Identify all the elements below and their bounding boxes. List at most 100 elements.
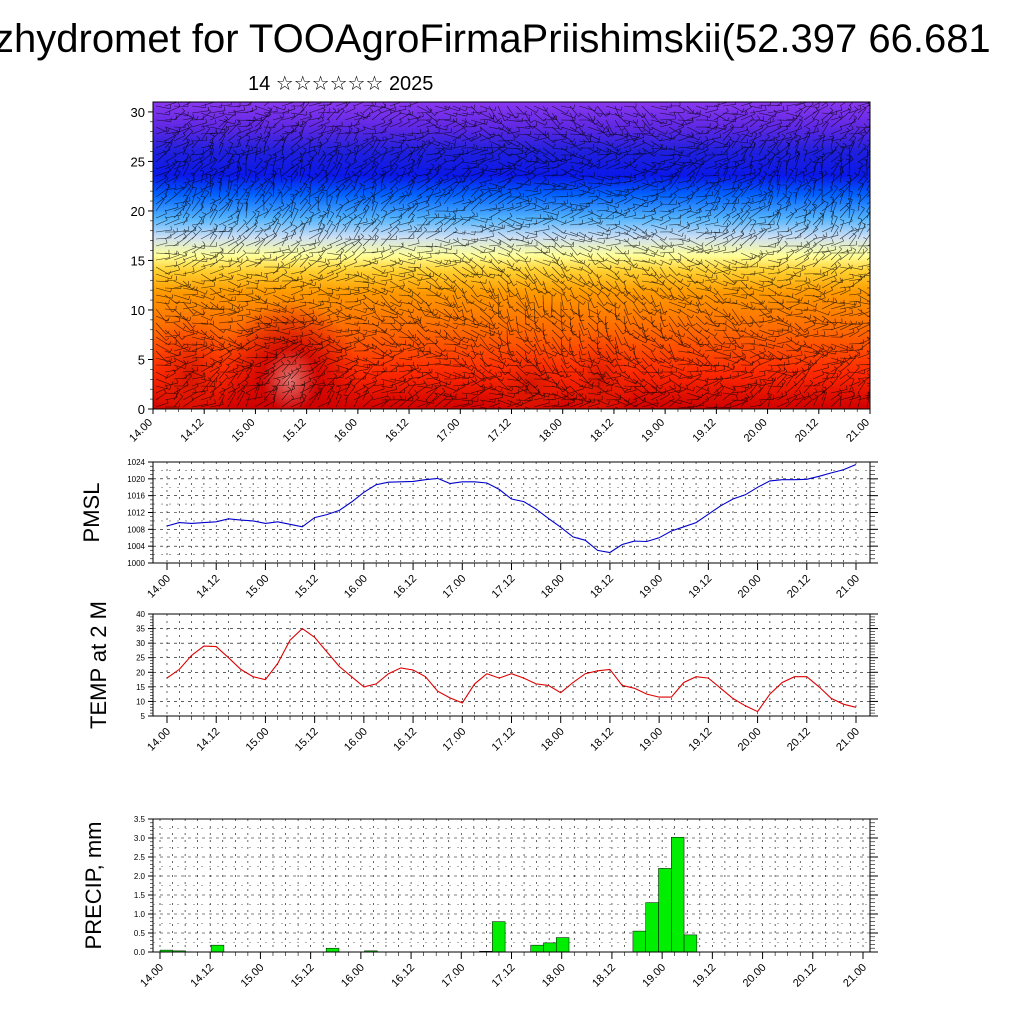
heatmap-x-tick-label: 14.00 xyxy=(127,417,155,445)
heatmap-x-tick-label: 15.12 xyxy=(281,417,309,445)
y-tick-label: 15 xyxy=(136,683,145,692)
x-tick-label: 15.00 xyxy=(239,962,267,990)
x-tick-label: 14.12 xyxy=(188,962,216,990)
y-tick-label: 35 xyxy=(136,625,145,634)
x-tick-label: 16.00 xyxy=(342,573,370,601)
heatmap-x-tick-label: 17.00 xyxy=(434,417,462,445)
precip-bar xyxy=(530,944,544,953)
heatmap-x-tick-label: 18.00 xyxy=(537,417,565,445)
y-tick-label: 10 xyxy=(136,697,145,706)
x-tick-label: 20.12 xyxy=(791,962,819,990)
heatmap-x-tick-label: 18.12 xyxy=(588,417,616,445)
x-tick-label: 15.12 xyxy=(293,573,321,601)
heatmap-x-tick-label: 16.00 xyxy=(332,417,360,445)
y-axis-label: PRECIP, mm xyxy=(81,822,106,950)
x-tick-label: 14.12 xyxy=(194,573,222,601)
x-tick-label: 16.00 xyxy=(339,962,367,990)
x-tick-label: 14.00 xyxy=(145,573,173,601)
x-tick-label: 18.12 xyxy=(588,726,616,754)
page-title: zhydromet for TOOAgroFirmaPriishimskii(5… xyxy=(0,14,1024,64)
grid-lines xyxy=(153,462,870,563)
precip-bar xyxy=(492,921,506,953)
page-subtitle: 14 ☆☆☆☆☆☆ 2025 xyxy=(248,73,434,95)
x-tick-label: 16.12 xyxy=(389,962,417,990)
heatmap-x-tick-label: 19.00 xyxy=(639,417,667,445)
y-tick-label: 3.0 xyxy=(134,834,146,843)
heatmap-x-tick-label: 14.12 xyxy=(178,417,206,445)
heatmap-x-tick-label: 16.12 xyxy=(383,417,411,445)
y-axis-label: PMSL xyxy=(79,483,104,543)
x-tick-label: 18.00 xyxy=(539,726,567,754)
precip-bar xyxy=(632,930,646,953)
x-tick-label: 16.00 xyxy=(342,726,370,754)
x-tick-label: 17.00 xyxy=(439,962,467,990)
x-tick-label: 20.12 xyxy=(785,573,813,601)
precip-bar xyxy=(645,902,659,953)
heatmap-y-tick-label: 30 xyxy=(131,105,145,120)
precip-bar xyxy=(683,934,698,953)
x-tick-label: 19.00 xyxy=(637,573,665,601)
y-tick-label: 0.5 xyxy=(134,929,146,938)
temp-2m-chart: 5 10 15 20 25 30 35 40 14.00 14.12 15.00 15.12 16.00… xyxy=(86,601,878,754)
heatmap-x-tick-label: 20.00 xyxy=(742,417,770,445)
precip-bar xyxy=(543,942,557,953)
heatmap-y-tick-label: 25 xyxy=(131,154,145,169)
heatmap-y-tick-label: 15 xyxy=(131,253,145,268)
wind-barb-paths xyxy=(155,102,870,409)
y-tick-label: 3.5 xyxy=(134,815,146,824)
x-tick-label: 14.00 xyxy=(145,726,173,754)
y-tick-label: 2.0 xyxy=(134,872,146,881)
precip-bar xyxy=(555,937,570,953)
y-tick-label: 2.5 xyxy=(134,853,146,862)
heatmap-x-tick-label: 19.12 xyxy=(691,417,719,445)
heatmap-y-tick-label: 5 xyxy=(138,352,145,367)
y-tick-label: 1020 xyxy=(127,475,145,484)
x-tick-label: 14.12 xyxy=(194,726,222,754)
y-tick-label: 25 xyxy=(136,654,145,663)
y-tick-label: 1024 xyxy=(127,458,145,467)
heatmap-x-tick-label: 20.12 xyxy=(793,417,821,445)
x-tick-label: 19.12 xyxy=(687,726,715,754)
x-tick-label: 19.12 xyxy=(691,962,719,990)
heatmap-y-tick-label: 0 xyxy=(138,402,145,417)
y-tick-label: 1008 xyxy=(127,525,145,534)
grid-lines xyxy=(153,614,870,716)
x-tick-label: 18.12 xyxy=(590,962,618,990)
x-tick-label: 18.00 xyxy=(540,962,568,990)
y-tick-label: 20 xyxy=(136,668,145,677)
grid-lines xyxy=(153,819,870,952)
page-title-text: zhydromet for TOOAgroFirmaPriishimskii(5… xyxy=(0,17,991,61)
heatmap-hotspot xyxy=(490,345,570,409)
x-tick-label: 16.12 xyxy=(391,726,419,754)
y-tick-label: 1000 xyxy=(127,559,145,568)
x-tick-label: 21.00 xyxy=(841,962,869,990)
x-tick-label: 17.12 xyxy=(490,962,518,990)
heatmap-y-tick-label: 20 xyxy=(131,204,145,219)
x-tick-label: 20.00 xyxy=(736,726,764,754)
x-tick-label: 21.00 xyxy=(834,726,862,754)
x-tick-label: 14.00 xyxy=(138,962,166,990)
heatmap-x-tick-label: 17.12 xyxy=(486,417,514,445)
x-tick-label: 19.12 xyxy=(687,573,715,601)
x-tick-label: 15.12 xyxy=(289,962,317,990)
y-tick-label: 0.0 xyxy=(134,948,146,957)
x-tick-label: 20.12 xyxy=(785,726,813,754)
wind-barbs xyxy=(155,102,870,409)
x-tick-label: 16.12 xyxy=(391,573,419,601)
wind-temperature-cross-section: 0 5 10 15 20 25 30 14.00 14.12 15.00 15.12 16.00 16.… xyxy=(127,101,872,445)
x-tick-label: 15.00 xyxy=(244,726,272,754)
y-tick-label: 1016 xyxy=(127,492,145,501)
y-tick-label: 30 xyxy=(136,639,145,648)
y-tick-label: 1.5 xyxy=(134,891,146,900)
x-tick-label: 17.12 xyxy=(490,573,518,601)
x-tick-label: 18.12 xyxy=(588,573,616,601)
y-tick-label: 40 xyxy=(136,610,145,619)
precip-bar xyxy=(658,868,672,953)
heatmap-y-tick-label: 10 xyxy=(131,303,145,318)
precip-bar xyxy=(210,944,225,953)
y-axis-label: TEMP at 2 M xyxy=(86,601,111,729)
precip-bar xyxy=(325,947,340,953)
pmsl-chart: 1000 1004 1008 1012 1016 1020 1024 14.00 14.12 15… xyxy=(79,458,878,601)
precip-bar xyxy=(671,836,685,953)
y-tick-label: 1012 xyxy=(127,509,145,518)
